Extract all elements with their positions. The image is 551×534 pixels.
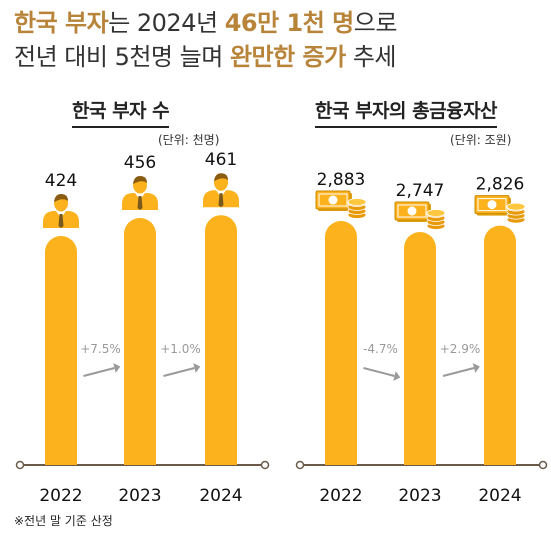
icon-bill-border — [397, 204, 427, 218]
bar — [124, 218, 156, 465]
businessman-icon — [203, 173, 239, 208]
icon-bill-seal — [407, 206, 417, 216]
icon-hair — [133, 176, 147, 184]
headline-segment: 는 2024년 — [108, 9, 225, 37]
change-arrow — [163, 367, 195, 377]
data-label: 2,826 — [476, 175, 525, 195]
headline-segment: 46만 1천 명 — [224, 9, 355, 37]
change-arrow — [363, 367, 395, 377]
x-tick-label: 2024 — [199, 486, 242, 506]
x-axis-endpoint — [538, 460, 548, 470]
data-label: 2,747 — [396, 181, 445, 201]
bar-chart-2 — [295, 190, 548, 470]
change-label: +1.0% — [160, 342, 201, 356]
icon-hair — [54, 194, 68, 202]
data-label: 424 — [45, 171, 77, 191]
headline-line-1: 한국 부자는 2024년 46만 1천 명으로 — [14, 6, 544, 40]
change-label: -4.7% — [363, 342, 398, 356]
x-tick-label: 2023 — [118, 486, 161, 506]
x-tick-label: 2022 — [39, 486, 82, 506]
x-tick-label: 2022 — [319, 486, 362, 506]
bar — [45, 236, 77, 465]
icon-bill-seal — [487, 200, 497, 210]
chart-title-rich-count: 한국 부자 수 — [72, 96, 170, 128]
money-coins-icon — [315, 190, 367, 219]
money-coins-icon — [474, 195, 526, 224]
bar — [325, 221, 357, 465]
x-axis-endpoint — [15, 460, 25, 470]
icon-tie — [218, 193, 224, 208]
change-arrowhead — [113, 363, 121, 373]
icon-bill-border — [477, 198, 507, 212]
x-tick-label: 2024 — [478, 486, 521, 506]
bar — [404, 232, 436, 465]
unit-label-assets: (단위: 조원) — [450, 133, 512, 147]
x-axis-endpoint — [295, 460, 305, 470]
change-arrowhead — [193, 363, 201, 373]
x-tick-label: 2023 — [398, 486, 441, 506]
change-arrowhead — [393, 371, 401, 381]
change-label: +2.9% — [440, 342, 481, 356]
headline-segment: 완만한 증가 — [229, 43, 346, 71]
change-label: +7.5% — [80, 342, 121, 356]
headline-segment: 한국 부자 — [14, 9, 109, 37]
headline-segment: 추세 — [345, 43, 397, 71]
icon-coin-top — [426, 209, 446, 217]
businessman-icon — [122, 176, 158, 210]
change-arrow — [83, 367, 115, 377]
headline-segment: 전년 대비 5천명 늘며 — [14, 43, 230, 71]
bar-chart-1 — [15, 173, 270, 470]
footnote: ※전년 말 기준 산정 — [14, 514, 113, 528]
icon-coin-top — [506, 202, 526, 211]
businessman-icon — [43, 194, 79, 228]
data-label: 2,883 — [317, 170, 366, 190]
icon-hair — [214, 173, 228, 182]
data-label: 461 — [205, 150, 237, 170]
change-arrowhead — [472, 363, 480, 373]
headline-segment: 으로 — [353, 9, 398, 37]
money-coins-icon — [394, 201, 446, 230]
bar — [484, 225, 516, 465]
icon-tie — [137, 196, 143, 210]
chart-title-financial-assets: 한국 부자의 총금융자산 — [315, 96, 498, 128]
headline-line-2: 전년 대비 5천명 늘며 완만한 증가 추세 — [14, 40, 544, 74]
unit-label-count: (단위: 천명) — [158, 133, 220, 147]
data-label: 456 — [124, 153, 156, 173]
icon-bill-seal — [328, 195, 338, 205]
icon-bill-border — [318, 193, 348, 207]
icon-coin-top — [347, 198, 367, 206]
change-arrow — [442, 367, 475, 377]
x-axis-endpoint — [260, 460, 270, 470]
bar — [205, 215, 237, 465]
headline: 한국 부자는 2024년 46만 1천 명으로 전년 대비 5천명 늘며 완만한… — [14, 6, 544, 74]
icon-tie — [58, 214, 64, 228]
